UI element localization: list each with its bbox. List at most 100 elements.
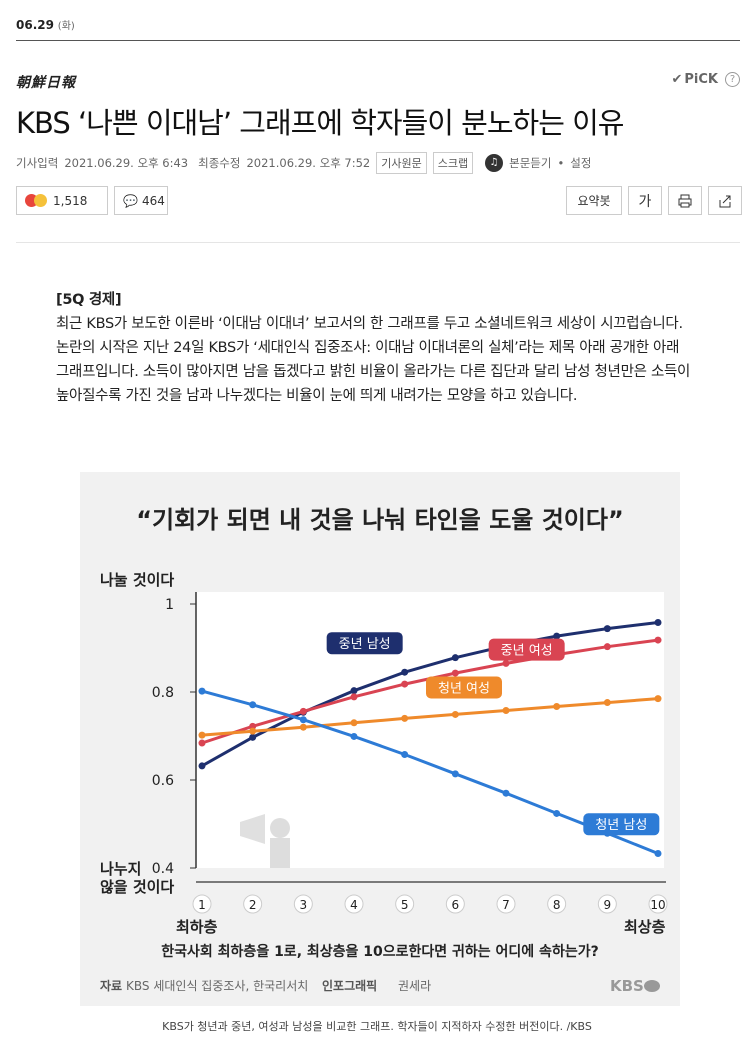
- data-point: [451, 770, 459, 778]
- x-tick-label: 9: [604, 898, 612, 912]
- settings-button[interactable]: 설정: [570, 156, 592, 170]
- source-text: KBS 세대인식 집중조사, 한국리서치: [126, 979, 308, 993]
- published-label: 기사입력: [16, 156, 59, 170]
- infographic-label: 인포그래픽: [322, 978, 377, 993]
- x-tick-badge: [496, 894, 516, 914]
- kbs-logo-mark: [644, 980, 660, 992]
- data-point: [350, 719, 358, 727]
- modified-label: 최종수정: [198, 156, 241, 170]
- kbs-logo: KBS: [610, 977, 644, 995]
- data-point: [198, 739, 206, 747]
- x-tick-label: 4: [350, 898, 358, 912]
- x-tick-label: 2: [249, 898, 257, 912]
- modified-time: 2021.06.29. 오후 7:52: [246, 156, 371, 170]
- chart-title: “기회가 되면 내 것을 나눠 타인을 도울 것이다”: [136, 506, 623, 534]
- x-tick-badge: [597, 894, 617, 914]
- article-headline: KBS ‘나쁜 이대남’ 그래프에 학자들이 분노하는 이유: [16, 106, 624, 140]
- y-tick-label: 0.4: [152, 861, 174, 877]
- reaction-button[interactable]: 1,518: [16, 186, 108, 215]
- article-meta: 기사입력 2021.06.29. 오후 6:43 최종수정 2021.06.29…: [16, 152, 591, 174]
- line-chart: “기회가 되면 내 것을 나눠 타인을 도울 것이다” 0.4 0.6 0.8 1 나눌 …: [100, 506, 668, 995]
- data-point: [654, 695, 662, 703]
- series-label-box: [426, 676, 502, 699]
- check-icon: ✔: [671, 72, 683, 87]
- day-of-week: (화): [57, 21, 75, 32]
- y-tick-label: 1: [165, 597, 174, 613]
- x-tick-badge: [395, 894, 415, 914]
- pick-badge[interactable]: ✔ PiCK: [671, 72, 718, 87]
- data-point: [401, 750, 409, 758]
- share-button[interactable]: [708, 186, 742, 215]
- data-point: [401, 714, 409, 722]
- data-point: [451, 654, 459, 662]
- x-tick-label: 6: [452, 898, 460, 912]
- person-megaphone-icon-body: [270, 838, 290, 868]
- x-tick-label: 1: [198, 898, 206, 912]
- x-label-left: 최하층: [176, 918, 218, 936]
- x-tick-badge: [445, 894, 465, 914]
- series-label-box: [326, 632, 403, 655]
- comment-icon: 💬: [123, 193, 138, 208]
- help-icon[interactable]: ?: [725, 72, 740, 87]
- x-tick-badge: [293, 894, 313, 914]
- series-line-3: [201, 689, 659, 855]
- y-label-bottom-line2: 않을 것이다: [100, 878, 174, 896]
- data-point: [249, 701, 257, 709]
- scrap-button[interactable]: 스크랩: [432, 152, 474, 174]
- data-point: [249, 722, 257, 730]
- data-point: [654, 618, 662, 626]
- figure-caption: KBS가 청년과 중년, 여성과 남성을 비교한 그래프. 학자들이 지적하자 …: [162, 1020, 592, 1033]
- reaction-bar: 1,518 💬 464: [16, 186, 168, 215]
- series-label: 중년 여성: [501, 644, 553, 659]
- x-tick-badge: [192, 894, 212, 914]
- data-point: [299, 723, 307, 731]
- reaction-count: 1,518: [53, 193, 88, 208]
- data-point: [603, 643, 611, 651]
- data-point: [198, 731, 206, 739]
- data-point: [654, 849, 662, 857]
- chart-figure: “기회가 되면 내 것을 나눠 타인을 도울 것이다” 0.4 0.6 0.8 1 나눌 …: [80, 472, 680, 1006]
- dot-separator: •: [557, 156, 565, 170]
- x-tick-label: 3: [300, 898, 308, 912]
- y-label-bottom-line1: 나누지: [100, 860, 141, 878]
- comment-count: 464: [141, 193, 165, 208]
- x-axis-label: 한국사회 최하층을 1로, 최상층을 10으로한다면 귀하는 어디에 속하는가?: [161, 943, 598, 960]
- print-button[interactable]: [668, 186, 702, 215]
- date: 06.29: [16, 18, 54, 32]
- data-point: [553, 632, 561, 640]
- data-point: [350, 732, 358, 740]
- listen-button[interactable]: 본문듣기: [509, 156, 552, 170]
- data-point: [502, 659, 510, 667]
- x-tick-label: 5: [401, 898, 409, 912]
- data-point: [249, 733, 257, 741]
- data-point: [299, 716, 307, 724]
- series-line-0: [201, 621, 659, 768]
- section-label: [5Q 경제]: [56, 292, 122, 308]
- data-point: [401, 680, 409, 688]
- series-label: 청년 여성: [438, 681, 490, 696]
- series-label: 청년 남성: [595, 818, 647, 833]
- y-tick-label: 0.8: [152, 685, 174, 701]
- data-point: [350, 687, 358, 695]
- original-article-button[interactable]: 기사원문: [376, 152, 427, 174]
- x-tick-label: 7: [502, 898, 510, 912]
- headphones-icon[interactable]: ♫: [485, 154, 504, 172]
- share-icon: [719, 195, 731, 207]
- data-point: [198, 687, 206, 695]
- data-point: [502, 706, 510, 714]
- font-size-button[interactable]: 가: [628, 186, 662, 215]
- data-point: [299, 707, 307, 715]
- data-point: [553, 703, 561, 711]
- x-tick-badge: [648, 894, 668, 914]
- data-point: [249, 727, 257, 735]
- published-time: 2021.06.29. 오후 6:43: [64, 156, 189, 170]
- summary-bot-button[interactable]: 요약봇: [566, 186, 622, 215]
- x-label-right: 최상층: [624, 918, 666, 936]
- data-point: [502, 789, 510, 797]
- comment-button[interactable]: 💬 464: [114, 186, 168, 215]
- data-point: [198, 762, 206, 770]
- press-logo[interactable]: 朝鮮日報: [16, 75, 76, 91]
- source-label: 자료: [100, 978, 122, 993]
- x-tick-badge: [547, 894, 567, 914]
- x-tick-badge: [344, 894, 364, 914]
